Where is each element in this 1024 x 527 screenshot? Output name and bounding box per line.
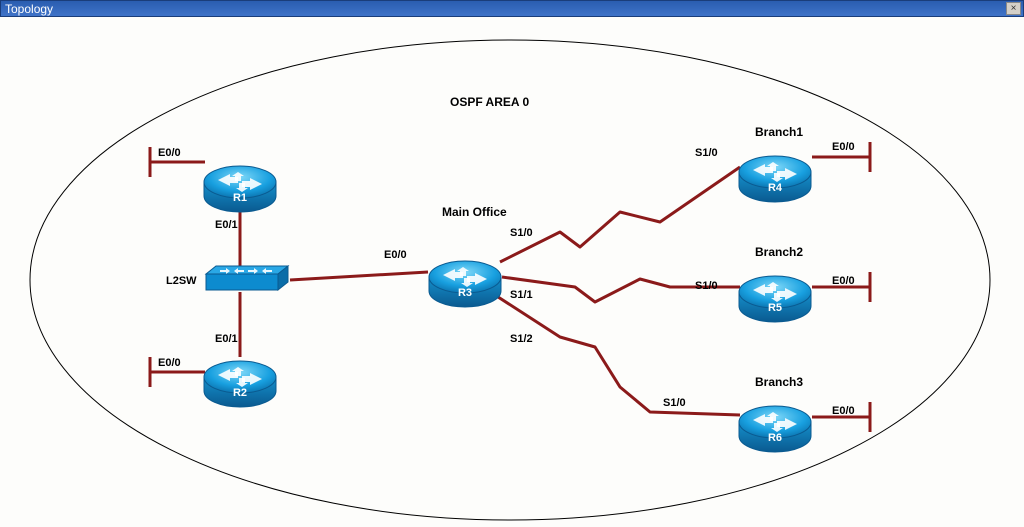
interface-label-4: E0/0 [384, 249, 407, 261]
router-label-R2: R2 [222, 387, 258, 399]
router-R3[interactable] [429, 261, 501, 307]
interface-label-12: S1/0 [663, 397, 686, 409]
router-label-R6: R6 [757, 432, 793, 444]
serial-link-2 [495, 295, 740, 415]
switch-label-L2SW: L2SW [166, 275, 197, 287]
main-office-label: Main Office [442, 205, 507, 219]
window-title: Topology [5, 2, 53, 16]
interface-label-1: E0/1 [215, 219, 238, 231]
branch-label-Branch1: Branch1 [755, 125, 803, 139]
router-R6[interactable] [739, 406, 811, 452]
interface-label-13: E0/0 [832, 405, 855, 417]
router-label-R5: R5 [757, 302, 793, 314]
switch-L2SW[interactable] [206, 266, 288, 290]
close-icon[interactable]: × [1006, 2, 1021, 15]
interface-label-7: S1/2 [510, 333, 533, 345]
interface-label-3: E0/1 [215, 333, 238, 345]
router-label-R1: R1 [222, 192, 258, 204]
router-label-R4: R4 [757, 182, 793, 194]
eth-link-4 [290, 272, 428, 280]
interface-label-10: S1/0 [695, 280, 718, 292]
ospf-area-title: OSPF AREA 0 [450, 95, 529, 109]
interface-label-0: E0/0 [158, 147, 181, 159]
branch-label-Branch3: Branch3 [755, 375, 803, 389]
window-titlebar: Topology × [0, 0, 1024, 17]
router-R1[interactable] [204, 166, 276, 212]
serial-link-0 [500, 167, 740, 262]
interface-label-2: E0/0 [158, 357, 181, 369]
interface-label-6: S1/1 [510, 289, 533, 301]
interface-label-8: S1/0 [695, 147, 718, 159]
topology-canvas: R1 R2 R3 R4 R5 R6 L2SW OSPF AREA 0 Main Office Br… [0, 17, 1024, 527]
router-R4[interactable] [739, 156, 811, 202]
interface-label-9: E0/0 [832, 141, 855, 153]
interface-label-11: E0/0 [832, 275, 855, 287]
interface-label-5: S1/0 [510, 227, 533, 239]
router-R5[interactable] [739, 276, 811, 322]
router-label-R3: R3 [447, 287, 483, 299]
topology-svg [0, 17, 1024, 527]
router-R2[interactable] [204, 361, 276, 407]
branch-label-Branch2: Branch2 [755, 245, 803, 259]
